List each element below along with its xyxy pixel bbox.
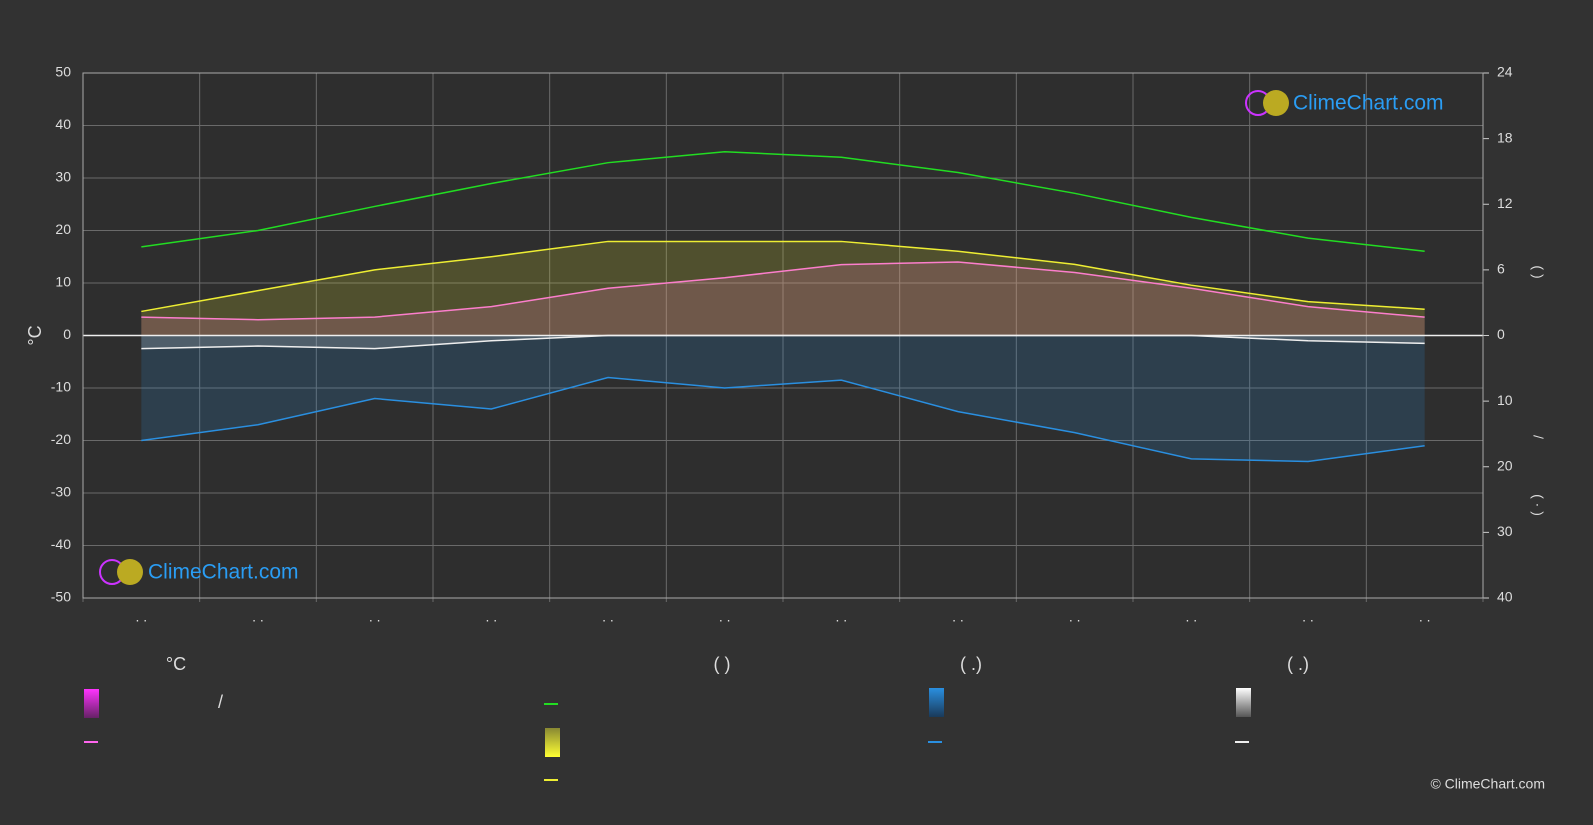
y3-tick-label: 20 [1497, 457, 1513, 473]
copyright: © ClimeChart.com [1430, 776, 1545, 792]
y2-axis-label: ( ) [1530, 265, 1546, 278]
series-line [141, 150, 1425, 253]
series-line [141, 376, 1425, 463]
watermark: ClimeChart.com [1293, 92, 1444, 115]
x-tick-label: . . [485, 609, 497, 625]
y-tick-label: -50 [51, 589, 71, 605]
y-tick-label: 30 [55, 169, 71, 185]
y3-tick-label: 30 [1497, 523, 1513, 539]
y2-tick-label: 6 [1497, 261, 1505, 277]
series-area [141, 241, 1425, 336]
x-tick-label: . . [1302, 609, 1314, 625]
x-tick-label: . . [369, 609, 381, 625]
y-tick-label: 20 [55, 221, 71, 237]
y2-tick-label: 18 [1497, 129, 1513, 145]
legend-header: ( ) [714, 654, 731, 674]
series-line [141, 240, 1425, 313]
legend-header: °C [166, 654, 186, 674]
y-tick-label: -30 [51, 484, 71, 500]
logo: ClimeChart.com [1245, 90, 1444, 116]
watermark: ClimeChart.com [148, 561, 299, 584]
x-tick-label: . . [1419, 609, 1431, 625]
y-tick-label: -10 [51, 379, 71, 395]
y-tick-label: 40 [55, 116, 71, 132]
y-tick-label: -20 [51, 431, 71, 447]
legend-header: ( .) [960, 654, 982, 674]
series-area [141, 335, 1425, 349]
y3-axis-label: ( · ) [1530, 494, 1546, 516]
y-tick-label: 0 [63, 326, 71, 342]
legend-swatch [929, 688, 944, 717]
series-area [141, 335, 1425, 462]
logo: ClimeChart.com [99, 559, 299, 585]
legend-text: / [218, 692, 223, 712]
x-tick-label: . . [602, 609, 614, 625]
legend-header: ( .) [1287, 654, 1309, 674]
legend-swatch [545, 728, 560, 757]
x-tick-label: . . [719, 609, 731, 625]
y3-tick-label: 10 [1497, 392, 1513, 408]
series-area [141, 262, 1425, 336]
legend-swatch [1236, 688, 1251, 717]
x-tick-label: . . [835, 609, 847, 625]
y2-tick-label: 12 [1497, 195, 1513, 211]
series-line [141, 261, 1425, 321]
y-tick-label: -40 [51, 536, 71, 552]
y2-tick-label: 0 [1497, 326, 1505, 342]
x-tick-label: . . [252, 609, 264, 625]
y3-axis-label: / [1530, 435, 1546, 439]
legend-swatch [84, 689, 99, 718]
y-tick-label: 50 [55, 64, 71, 80]
y3-tick-label: 40 [1497, 589, 1513, 605]
x-tick-label: . . [952, 609, 964, 625]
y-axis-label: °C [25, 325, 45, 345]
y2-tick-label: 24 [1497, 64, 1513, 80]
x-tick-label: . . [1185, 609, 1197, 625]
x-tick-label: . . [1069, 609, 1081, 625]
x-tick-label: . . [135, 609, 147, 625]
plot-border [82, 72, 1484, 599]
y-tick-label: 10 [55, 274, 71, 290]
